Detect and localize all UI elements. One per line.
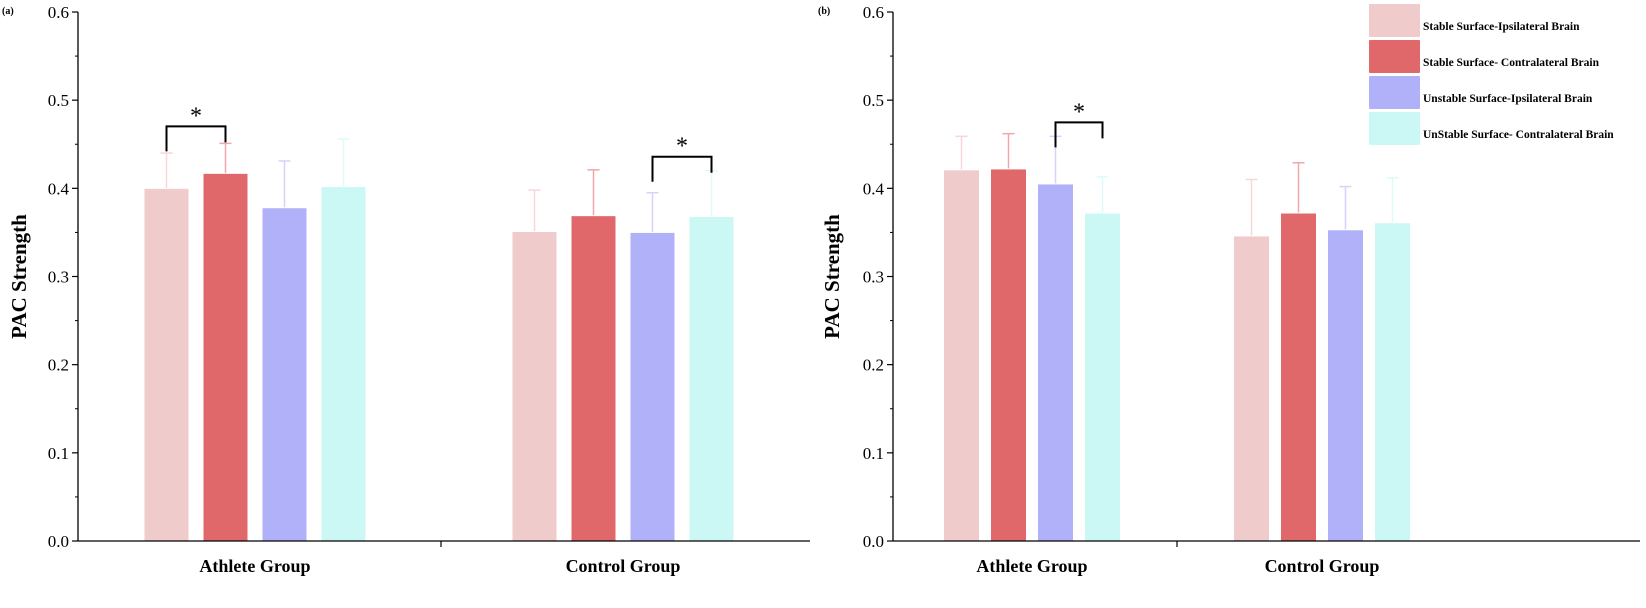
y-tick-label: 0.6	[48, 3, 69, 22]
y-tick-label: 0.1	[863, 444, 884, 463]
legend-swatch	[1369, 4, 1420, 37]
significance-marker: *	[190, 103, 202, 129]
bar	[1327, 229, 1364, 542]
bar	[1084, 212, 1121, 542]
bar	[261, 207, 308, 542]
bar	[990, 168, 1027, 542]
panel-label-a: (a)	[2, 6, 14, 17]
bar	[1280, 212, 1317, 542]
legend-label: Stable Surface- Contralateral Brain	[1423, 57, 1600, 69]
y-tick-label: 0.5	[48, 91, 69, 110]
x-tick-label: Athlete Group	[199, 556, 310, 576]
y-tick-label: 0.2	[48, 356, 69, 375]
bar	[143, 187, 190, 542]
legend-swatch	[1369, 40, 1420, 73]
y-tick-label: 0.6	[863, 3, 884, 22]
bar	[1374, 222, 1411, 542]
legend-swatch	[1369, 112, 1420, 145]
legend-swatch	[1369, 76, 1420, 109]
bar	[570, 215, 617, 542]
y-axis-label: PAC Strength	[820, 214, 844, 339]
y-axis-label: PAC Strength	[7, 214, 31, 339]
bar	[320, 186, 367, 542]
bar	[1037, 183, 1074, 542]
y-tick-label: 0.4	[863, 179, 885, 198]
y-tick-label: 0.5	[863, 91, 884, 110]
bar	[1233, 235, 1270, 542]
legend-label: UnStable Surface- Contralateral Brain	[1423, 129, 1614, 141]
significance-bracket	[651, 155, 713, 182]
bar	[511, 231, 558, 542]
significance-marker: *	[1073, 99, 1085, 125]
y-tick-label: 0.4	[48, 179, 70, 198]
bar	[202, 172, 249, 542]
legend: Stable Surface-Ipsilateral Brain Stable S…	[1369, 4, 1614, 145]
y-tick-label: 0.1	[48, 444, 69, 463]
legend-label: Stable Surface-Ipsilateral Brain	[1423, 21, 1580, 33]
significance-bracket	[165, 125, 227, 152]
bar	[688, 216, 735, 542]
legend-label: Unstable Surface-Ipsilateral Brain	[1423, 93, 1593, 105]
panel-b: 0.0 0.1 0.2 0.3 0.4 0.5 0.6 Athlete Group Contro…	[820, 3, 1640, 576]
x-tick-label: Control Group	[566, 556, 681, 576]
y-tick-label: 0.0	[863, 532, 884, 551]
y-tick-label: 0.3	[863, 268, 884, 287]
y-tick-label: 0.0	[48, 532, 69, 551]
significance-bracket	[1054, 121, 1104, 148]
panel-a: 0.0 0.1 0.2 0.3 0.4 0.5 0.6 Athlete Group Contro…	[7, 3, 810, 576]
panel-label-b: (b)	[818, 6, 830, 17]
y-tick-label: 0.2	[863, 356, 884, 375]
bar	[943, 169, 980, 542]
x-tick-label: Athlete Group	[976, 556, 1087, 576]
bar	[629, 231, 676, 542]
y-tick-label: 0.3	[48, 268, 69, 287]
x-tick-label: Control Group	[1265, 556, 1380, 576]
significance-marker: *	[676, 134, 688, 160]
